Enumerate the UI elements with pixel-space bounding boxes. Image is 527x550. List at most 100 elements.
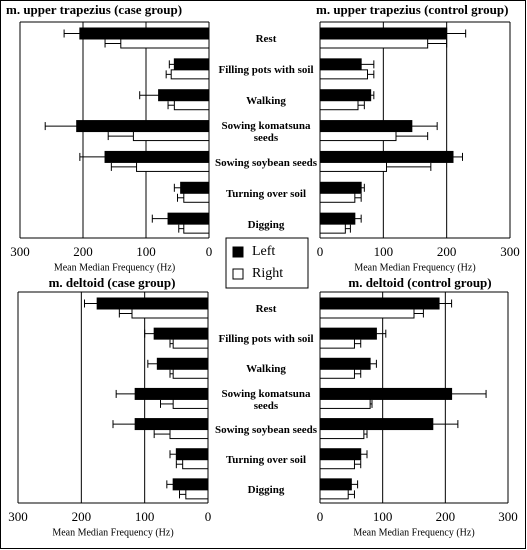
bar — [319, 212, 356, 225]
bar — [183, 192, 210, 203]
bar — [173, 58, 210, 71]
category-label: Digging — [247, 218, 285, 231]
bar — [319, 398, 371, 409]
panel-title: m. upper trapezius (case group) — [6, 2, 182, 17]
bar — [131, 308, 209, 319]
panel-title: m. deltoid (case group) — [49, 275, 176, 290]
bar — [319, 27, 448, 40]
panel-title: m. upper trapezius (control group) — [316, 2, 508, 17]
bar — [319, 131, 397, 142]
bar — [170, 69, 210, 80]
x-tick-label: 300 — [500, 244, 520, 259]
bar — [319, 429, 365, 440]
bar — [319, 489, 349, 500]
bar — [172, 338, 209, 349]
bar — [76, 120, 210, 133]
bar — [319, 181, 362, 194]
bar — [319, 327, 377, 340]
category-label: Rest — [255, 33, 277, 46]
x-axis-label: Mean Median Frequency (Hz) — [353, 527, 474, 538]
bar — [180, 181, 210, 194]
x-tick-label: 0 — [205, 509, 212, 524]
bar — [319, 478, 352, 491]
bar — [132, 131, 210, 142]
bar — [319, 448, 362, 461]
bar — [96, 297, 209, 310]
x-tick-label: 0 — [317, 244, 324, 259]
bar — [319, 161, 387, 172]
category-label: Turning over soil — [225, 453, 307, 466]
bar — [169, 429, 209, 440]
x-tick-label: 200 — [437, 244, 457, 259]
x-tick-label: 0 — [317, 509, 324, 524]
x-tick-label: 300 — [8, 509, 28, 524]
bar — [104, 150, 210, 163]
category-label: Sowing komatsuna seeds — [221, 387, 311, 412]
bar — [319, 89, 372, 102]
bar — [79, 27, 210, 40]
x-axis-label: Mean Median Frequency (Hz) — [354, 262, 475, 273]
category-label: Sowing soybean seeds — [214, 156, 318, 169]
bar — [319, 69, 368, 80]
bar — [319, 192, 356, 203]
x-axis-label: Mean Median Frequency (Hz) — [54, 262, 175, 273]
category-label: Rest — [255, 303, 277, 316]
category-label: Walking — [246, 363, 286, 376]
x-tick-label: 100 — [373, 509, 393, 524]
x-tick-label: 200 — [73, 244, 93, 259]
category-label: Digging — [247, 483, 285, 496]
bar — [120, 38, 210, 49]
bar — [319, 120, 413, 133]
bar — [172, 398, 209, 409]
x-tick-label: 100 — [374, 244, 394, 259]
legend-swatch — [232, 246, 244, 258]
x-tick-label: 200 — [72, 509, 92, 524]
bar — [319, 338, 355, 349]
category-label: Walking — [246, 95, 286, 108]
bar — [167, 212, 210, 225]
x-tick-label: 300 — [498, 509, 518, 524]
bar — [319, 38, 429, 49]
x-tick-label: 100 — [136, 244, 156, 259]
bar — [175, 448, 209, 461]
x-tick-label: 300 — [10, 244, 30, 259]
bar — [185, 489, 209, 500]
bar — [319, 308, 415, 319]
bar — [319, 459, 355, 470]
bar — [319, 297, 440, 310]
category-label: Sowing komatsuna seeds — [221, 120, 311, 144]
category-label: Filling pots with soil — [218, 64, 314, 77]
bar — [319, 368, 355, 379]
bar — [319, 223, 346, 234]
bar — [182, 459, 209, 470]
category-label: Filling pots with soil — [218, 333, 314, 346]
legend-label: Left — [252, 244, 275, 259]
bar — [319, 387, 453, 400]
bar — [134, 418, 209, 431]
bar — [172, 368, 209, 379]
bar — [319, 357, 371, 370]
x-tick-label: 200 — [436, 509, 456, 524]
bar — [183, 223, 210, 234]
bar — [319, 150, 454, 163]
bar — [156, 357, 209, 370]
x-axis-label: Mean Median Frequency (Hz) — [52, 527, 173, 538]
bar — [134, 387, 209, 400]
legend-label: Right — [252, 266, 283, 281]
bar — [173, 100, 210, 111]
category-label: Sowing soybean seeds — [214, 423, 318, 436]
bar — [172, 478, 209, 491]
x-tick-label: 0 — [206, 244, 213, 259]
bar — [319, 418, 434, 431]
legend-box — [225, 237, 309, 289]
bar — [153, 327, 209, 340]
bar — [319, 58, 362, 71]
bar — [319, 100, 359, 111]
bar — [136, 161, 210, 172]
panel-title: m. deltoid (control group) — [348, 275, 491, 290]
legend-swatch — [232, 268, 244, 280]
bar — [158, 89, 210, 102]
